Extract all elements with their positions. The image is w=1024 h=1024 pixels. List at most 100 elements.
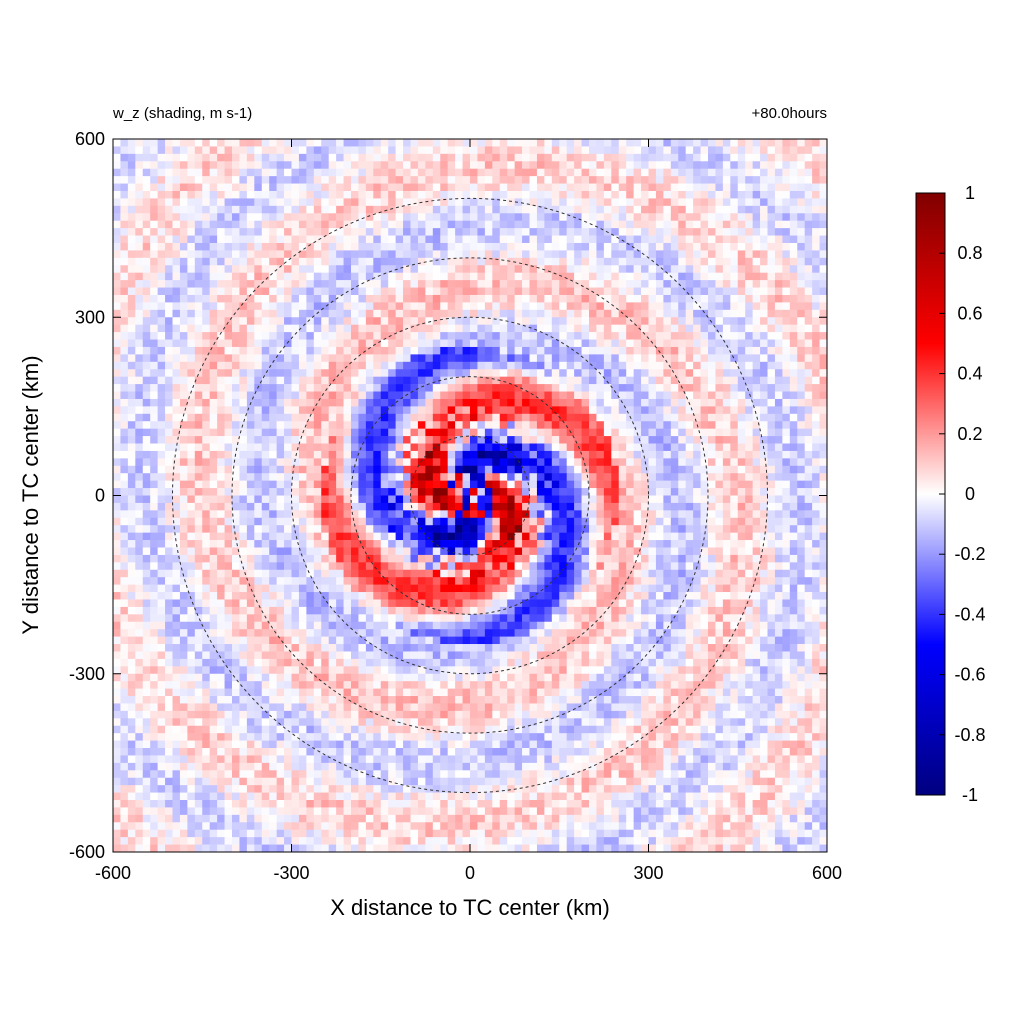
field-cell [700,458,709,467]
field-cell [797,346,805,355]
field-cell [685,205,694,214]
field-cell [693,398,701,407]
field-cell [596,517,605,526]
field-cell [187,332,196,340]
field-cell [812,421,820,429]
field-cell [544,369,553,377]
field-cell [120,205,129,214]
field-cell [365,161,374,170]
field-cell [425,272,434,281]
field-cell [804,361,813,370]
field-cell [678,139,686,147]
field-cell [611,183,620,192]
field-cell [373,458,382,467]
field-cell [313,421,322,429]
field-cell [648,161,657,170]
field-cell [313,220,322,229]
field-cell [544,220,553,229]
field-cell [417,488,426,496]
field-cell [708,309,716,318]
field-cell [150,391,158,400]
field-cell [633,176,642,184]
field-cell [507,294,515,303]
field-cell [559,213,567,221]
field-cell [648,428,657,437]
field-cell [157,161,166,170]
field-cell [596,294,605,303]
field-cell [328,473,337,481]
field-cell [165,176,173,184]
field-cell [544,406,553,415]
field-cell [440,502,448,511]
field-cell [477,220,486,229]
field-cell [351,235,359,244]
field-cell [261,190,270,199]
field-cell [202,339,210,348]
field-cell [217,517,225,526]
field-cell [432,488,441,496]
field-cell [298,324,307,333]
field-cell [678,272,686,281]
field-cell [351,324,359,333]
field-cell [760,488,768,496]
field-cell [388,213,396,221]
field-cell [559,450,567,459]
field-cell [484,495,493,504]
field-cell [789,398,798,407]
field-cell [574,406,582,415]
field-cell [202,488,210,496]
field-cell [455,332,463,340]
field-cell [388,250,396,259]
field-cell [819,257,827,266]
field-cell [715,391,724,400]
field-cell [700,294,709,303]
field-cell [819,488,827,496]
field-cell [284,369,292,377]
field-cell [306,287,315,296]
field-cell [574,146,582,155]
field-cell [678,250,686,259]
field-cell [447,346,456,355]
field-cell [276,309,285,318]
field-cell [618,198,627,207]
field-cell [165,473,173,481]
field-cell [224,146,233,155]
field-cell [217,213,225,221]
field-cell [737,242,746,251]
field-cell [804,458,813,467]
field-cell [700,324,709,333]
field-cell [633,450,642,459]
field-cell [663,324,672,333]
field-cell [150,495,158,504]
field-cell [655,406,664,415]
field-cell [179,272,188,281]
field-cell [551,339,560,348]
field-cell [678,324,686,333]
field-cell [113,361,121,370]
field-cell [432,242,441,251]
field-cell [529,428,538,437]
field-cell [432,436,441,444]
field-cell [581,235,590,244]
field-cell [291,361,300,370]
field-cell [254,183,263,192]
field-cell [209,332,218,340]
field-cell [165,421,173,429]
field-cell [328,324,337,333]
field-cell [700,384,709,392]
field-cell [626,465,634,474]
field-cell [603,332,612,340]
field-cell [440,510,448,519]
field-cell [626,228,634,236]
field-cell [321,161,329,170]
field-cell [782,198,791,207]
field-cell [254,465,263,474]
field-cell [745,265,753,273]
field-cell [306,213,315,221]
field-cell [715,324,724,333]
field-cell [760,250,768,259]
field-cell [514,376,523,385]
field-cell [708,428,716,437]
field-cell [536,228,545,236]
field-cell [693,161,701,170]
